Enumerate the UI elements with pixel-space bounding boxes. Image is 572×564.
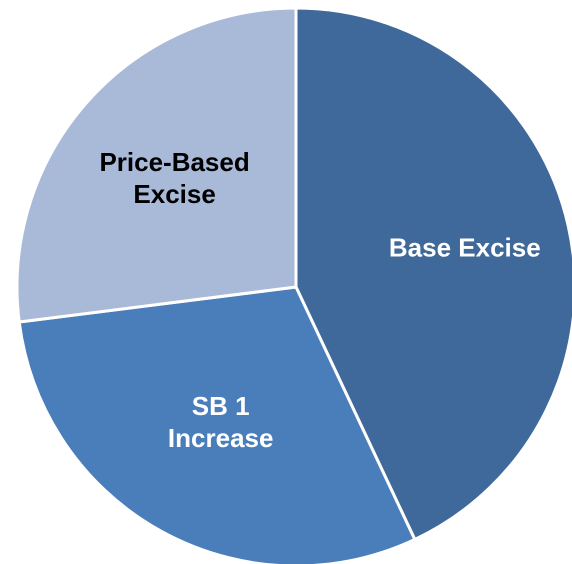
pie-slice-label-line: Increase bbox=[168, 423, 274, 453]
pie-slice-label-line: Base Excise bbox=[389, 232, 541, 262]
pie-slice-label-2: Price-Based Excise bbox=[99, 147, 249, 209]
pie-slice-2 bbox=[15, 6, 298, 324]
pie-slices bbox=[15, 6, 572, 564]
pie-slice-label-line: Price-Based bbox=[99, 147, 249, 177]
pie-slice-label-0: Base Excise bbox=[389, 232, 541, 262]
pie-slice-label-line: Excise bbox=[133, 179, 215, 209]
pie-slice-label-line: SB 1 bbox=[192, 391, 250, 421]
pie-slice-0 bbox=[294, 6, 572, 541]
pie-slice-label-1: SB 1 Increase bbox=[168, 391, 274, 453]
pie-slice-1 bbox=[17, 285, 417, 564]
pie-labels: Base Excise SB 1 Increase Price-Based Excise bbox=[99, 147, 540, 453]
